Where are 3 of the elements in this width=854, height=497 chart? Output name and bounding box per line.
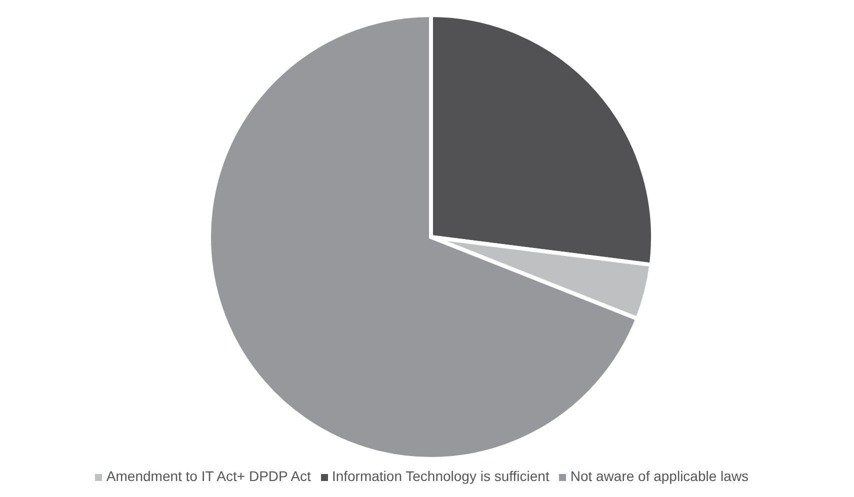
- legend-label: Amendment to IT Act+ DPDP Act: [106, 468, 311, 484]
- legend-label: Not aware of applicable laws: [570, 468, 749, 484]
- legend-label: Information Technology is sufficient: [332, 468, 550, 484]
